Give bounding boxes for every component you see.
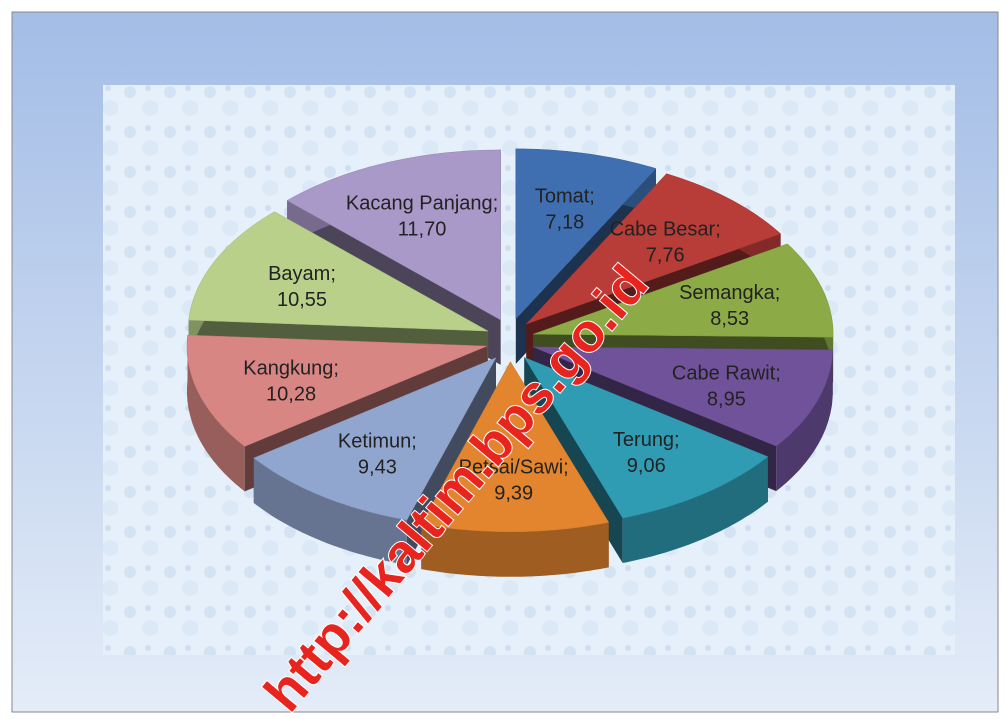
slice-wall xyxy=(421,522,609,577)
data-label: Ketimun; 9,43 xyxy=(338,431,417,479)
pie xyxy=(186,148,834,577)
label-category: Bayam; xyxy=(268,263,336,285)
label-category: Kacang Panjang; xyxy=(346,192,498,214)
slice xyxy=(533,243,834,338)
data-label: Kacang Panjang; 11,70 xyxy=(346,192,498,240)
slice-wall xyxy=(253,458,407,565)
label-value: 11,70 xyxy=(398,218,447,240)
label-category: Ketimun; xyxy=(338,431,417,453)
label-category: Kangkung; xyxy=(243,357,339,379)
labels: Tomat; 7,18 Kacang Panjang; 11,70 Cabe Besar… xyxy=(243,186,781,505)
data-label: Terung; 9,06 xyxy=(613,429,680,477)
slice xyxy=(532,346,833,447)
label-value: 7,76 xyxy=(646,244,685,266)
label-category: Semangka; xyxy=(679,282,780,304)
slice xyxy=(523,356,769,519)
slice xyxy=(515,148,657,320)
label-category: Cabe Besar; xyxy=(610,218,721,240)
slice-wall xyxy=(622,456,768,563)
label-value: 9,39 xyxy=(494,482,533,504)
label-value: 7,18 xyxy=(545,212,584,234)
slice xyxy=(526,173,782,325)
data-label: Semangka; 8,53 xyxy=(679,282,780,330)
label-category: Tomat; xyxy=(535,186,595,208)
label-value: 8,53 xyxy=(710,308,749,330)
label-value: 10,55 xyxy=(277,289,327,311)
data-label: Kangkung; 10,28 xyxy=(243,357,339,405)
slice xyxy=(420,361,610,533)
label-category: Terung; xyxy=(613,429,680,451)
data-label: Tomat; 7,18 xyxy=(535,186,595,234)
data-label: Cabe Rawit; 8,95 xyxy=(672,362,781,410)
data-label: Petsai/Sawi; 9,39 xyxy=(459,456,569,504)
slice-wall xyxy=(187,335,245,492)
label-value: 9,06 xyxy=(627,455,666,477)
slice xyxy=(186,334,488,447)
label-category: Petsai/Sawi; xyxy=(459,456,569,478)
slice xyxy=(286,149,501,321)
label-category: Cabe Rawit; xyxy=(672,362,781,384)
label-value: 10,28 xyxy=(266,383,316,405)
label-value: 9,43 xyxy=(358,457,397,479)
data-label: Cabe Besar; 7,76 xyxy=(610,218,721,266)
label-value: 8,95 xyxy=(707,388,746,410)
slice-wall xyxy=(776,349,833,492)
data-label: Bayam; 10,55 xyxy=(268,263,336,311)
slice xyxy=(253,357,497,521)
slice xyxy=(188,211,489,332)
